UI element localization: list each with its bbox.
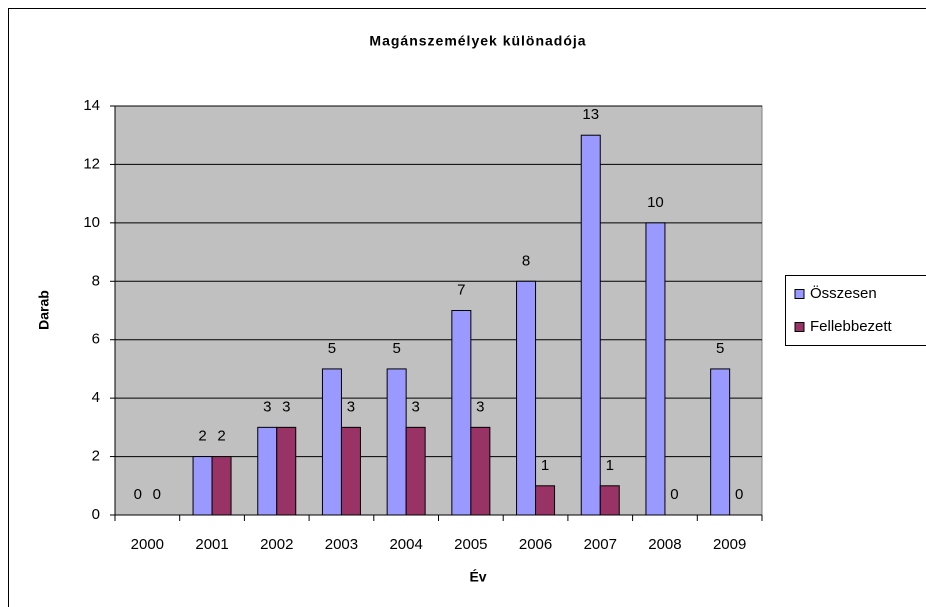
data-label: 3: [263, 398, 271, 415]
bar: [580, 134, 601, 516]
bar: [599, 485, 620, 516]
legend-label: Fellebbezett: [810, 318, 893, 335]
y-tick-label: 0: [92, 506, 100, 523]
data-label: 3: [282, 398, 290, 415]
y-tick-label: 2: [92, 448, 100, 465]
legend-label: Összesen: [810, 284, 877, 302]
data-label: 8: [522, 252, 530, 269]
bar: [405, 426, 426, 516]
data-label: 1: [606, 457, 614, 474]
y-tick-label: 8: [92, 272, 100, 289]
data-label: 13: [582, 106, 599, 123]
x-tick-label: 2000: [131, 536, 164, 553]
x-tick-label: 2009: [713, 536, 746, 553]
bar: [276, 426, 297, 516]
data-label: 1: [541, 457, 549, 474]
x-tick-label: 2006: [519, 536, 552, 553]
x-tick-label: 2007: [584, 536, 617, 553]
bar: [710, 368, 731, 516]
data-label: 7: [457, 281, 465, 298]
data-label: 10: [647, 194, 664, 211]
bar: [321, 368, 342, 516]
bar: [645, 222, 666, 516]
y-tick-label: 14: [83, 97, 100, 114]
x-tick-label: 2003: [325, 536, 358, 553]
bar: [470, 426, 491, 516]
y-tick-label: 10: [83, 214, 100, 231]
x-tick-label: 2001: [195, 536, 228, 553]
chart-title: Magánszemélyek különadója: [369, 33, 586, 49]
x-axis-title: Év: [469, 569, 486, 585]
y-tick-label: 6: [92, 331, 100, 348]
bar: [340, 426, 361, 516]
bar: [211, 456, 232, 516]
bar: [516, 280, 537, 516]
data-label: 3: [347, 398, 355, 415]
y-tick-label: 4: [92, 389, 100, 406]
data-label: 0: [670, 486, 678, 503]
bar: [386, 368, 407, 516]
x-tick-label: 2005: [454, 536, 487, 553]
y-axis-title: Darab: [36, 290, 52, 330]
data-label: 5: [328, 340, 336, 357]
data-label: 0: [735, 486, 743, 503]
data-label: 3: [411, 398, 419, 415]
legend-marker: [794, 322, 805, 332]
data-label: 2: [217, 428, 225, 445]
x-tick-label: 2002: [260, 536, 293, 553]
bar: [451, 310, 472, 516]
data-label: 0: [134, 486, 142, 503]
data-label: 5: [392, 340, 400, 357]
bar: [535, 485, 556, 516]
legend: [785, 275, 926, 346]
legend-marker: [794, 289, 805, 299]
x-tick-label: 2004: [389, 536, 422, 553]
y-tick-label: 12: [83, 155, 100, 172]
x-tick-label: 2008: [648, 536, 681, 553]
bar: [192, 456, 213, 516]
data-label: 0: [153, 486, 161, 503]
data-label: 5: [716, 340, 724, 357]
data-label: 3: [476, 398, 484, 415]
data-label: 2: [198, 428, 206, 445]
bar: [257, 426, 278, 516]
